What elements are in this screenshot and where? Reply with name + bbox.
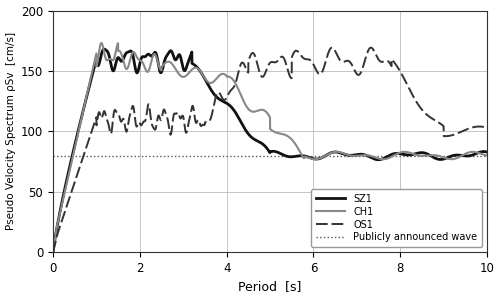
Legend: SZ1, CH1, OS1, Publicly announced wave: SZ1, CH1, OS1, Publicly announced wave	[312, 189, 482, 247]
CH1	[484, 154, 490, 157]
SZ1	[476, 151, 482, 154]
SZ1	[101, 47, 107, 51]
CH1	[216, 74, 222, 77]
OS1	[216, 91, 222, 95]
Line: OS1: OS1	[53, 48, 487, 252]
Y-axis label: Pseudo Velocity Spectrum ρSv  [cm/s]: Pseudo Velocity Spectrum ρSv [cm/s]	[6, 32, 16, 231]
CH1	[429, 153, 435, 157]
OS1	[100, 114, 105, 118]
SZ1	[126, 50, 132, 54]
SZ1	[429, 155, 435, 158]
Line: CH1: CH1	[53, 43, 487, 252]
CH1	[50, 250, 56, 254]
SZ1	[236, 116, 242, 119]
SZ1	[216, 97, 222, 101]
CH1	[236, 88, 242, 91]
OS1	[368, 46, 374, 49]
CH1	[100, 44, 105, 48]
SZ1	[484, 150, 490, 154]
X-axis label: Period  [s]: Period [s]	[238, 280, 302, 293]
OS1	[236, 71, 242, 75]
OS1	[484, 126, 490, 129]
SZ1	[100, 49, 105, 52]
CH1	[476, 151, 482, 155]
OS1	[50, 250, 56, 254]
OS1	[476, 125, 482, 128]
CH1	[126, 64, 132, 68]
Line: SZ1: SZ1	[53, 49, 487, 252]
OS1	[126, 121, 132, 125]
SZ1	[50, 250, 56, 254]
CH1	[98, 41, 104, 45]
OS1	[429, 117, 435, 120]
